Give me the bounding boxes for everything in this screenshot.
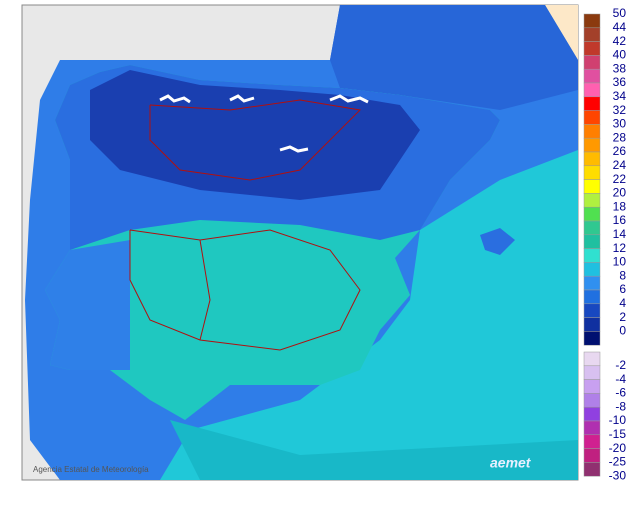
legend-swatch: [583, 406, 601, 422]
legend-swatch: [583, 179, 601, 194]
ibiza: [445, 272, 460, 287]
legend-swatch: [583, 289, 601, 305]
legend-swatch: [583, 124, 601, 139]
legend-swatch: [583, 275, 601, 291]
legend-swatch: [583, 206, 601, 222]
legend-swatch: [583, 151, 601, 167]
legend-label: 34: [613, 89, 627, 103]
legend-label: 10: [613, 255, 627, 269]
legend-swatch: [583, 434, 601, 449]
portugal: [45, 240, 130, 370]
legend-label: -20: [609, 441, 627, 455]
legend-swatch: [583, 317, 601, 332]
legend-swatch: [583, 379, 601, 394]
legend-label: 44: [613, 20, 627, 34]
legend-label: 22: [613, 172, 627, 186]
legend-label: -10: [609, 413, 627, 427]
snow: [159, 94, 369, 153]
legend-label: 38: [613, 61, 627, 75]
legend-label: 36: [613, 75, 627, 89]
mediterranean: [160, 150, 578, 480]
legend-label: 40: [613, 48, 627, 62]
border: [129, 229, 361, 351]
north-coldest: [90, 70, 420, 200]
legend-swatch: [583, 137, 601, 153]
legend-swatch: [583, 68, 601, 84]
legend-swatch: [583, 262, 601, 277]
legend-label: 50: [613, 6, 627, 20]
legend-swatch: [583, 234, 601, 249]
legend-label: -8: [615, 399, 626, 413]
legend-label: 0: [619, 324, 626, 338]
legend-swatch: [583, 82, 601, 98]
bay: [330, 5, 578, 110]
legend-swatch: [583, 393, 601, 408]
legend-swatch: [583, 248, 601, 263]
legend-label: 30: [613, 117, 627, 131]
legend-swatch: [583, 27, 601, 42]
legend-label: 16: [613, 213, 627, 227]
legend-label: 4: [619, 296, 626, 310]
legend-swatch: [583, 96, 601, 111]
legend-swatch: [583, 110, 601, 125]
legend-label: 28: [613, 130, 627, 144]
legend-label: -25: [609, 455, 627, 469]
legend-label: -15: [609, 427, 627, 441]
legend-label: 12: [613, 241, 627, 255]
legend-swatch: [583, 420, 601, 436]
legend-swatch: [583, 41, 601, 56]
legend-label: 42: [613, 34, 627, 48]
legend-label: -2: [615, 358, 626, 372]
agency-credit: Agencia Estatal de Meteorología: [33, 465, 149, 474]
legend-label: 20: [613, 186, 627, 200]
legend-label: 18: [613, 199, 627, 213]
legend-label: 8: [619, 268, 626, 282]
logo: aemet: [490, 455, 532, 471]
africa: [170, 420, 578, 480]
legend-label: 32: [613, 103, 627, 117]
legend-swatch: [583, 55, 601, 70]
border: [199, 239, 211, 341]
legend-swatch: [583, 193, 601, 208]
legend-label: -6: [615, 386, 626, 400]
legend-label: 26: [613, 144, 627, 158]
legend-swatch: [583, 462, 601, 477]
legend-swatch: [583, 220, 601, 236]
legend: 5044424038363432302826242220181614121086…: [583, 6, 627, 482]
legend-swatch: [583, 331, 601, 346]
legend-label: -30: [609, 468, 627, 482]
legend-label: 2: [619, 310, 626, 324]
legend-swatch: [583, 448, 601, 463]
legend-label: 6: [619, 282, 626, 296]
legend-swatch: [583, 351, 601, 367]
legend-label: -4: [615, 372, 626, 386]
legend-swatch: [583, 165, 601, 180]
mallorca: [480, 228, 515, 255]
legend-swatch: [583, 303, 601, 318]
legend-swatch: [583, 365, 601, 380]
legend-label: 24: [613, 158, 627, 172]
legend-swatch: [583, 13, 601, 29]
border: [149, 99, 362, 181]
legend-label: 14: [613, 227, 627, 241]
